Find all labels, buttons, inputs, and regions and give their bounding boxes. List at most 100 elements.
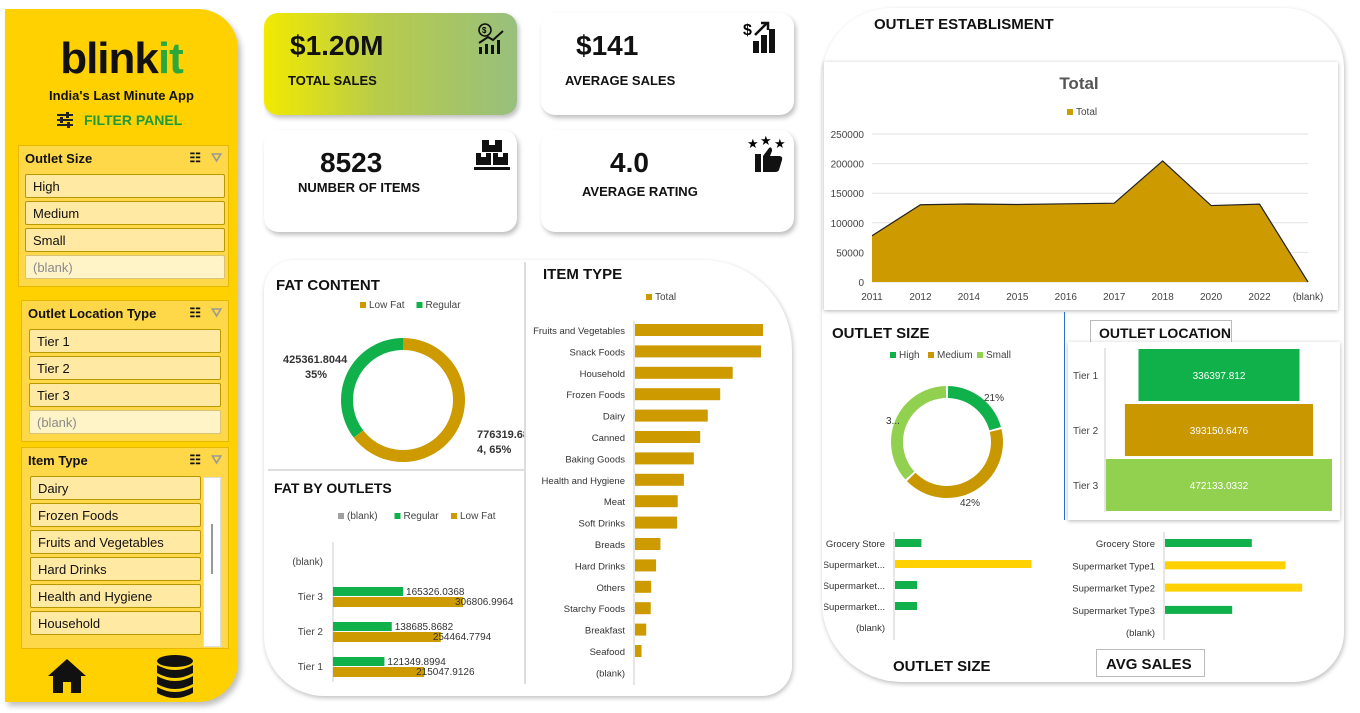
slicer-title: Item Type [28, 452, 88, 468]
category-label: Others [596, 583, 625, 594]
outlet-size-bottom-title: OUTLET SIZE [893, 658, 991, 675]
data-label: 138685.8682 [395, 622, 454, 633]
multi-select-icon[interactable]: ☷ [189, 305, 202, 320]
x-tick-label: 2015 [1006, 292, 1029, 303]
multi-select-icon[interactable]: ☷ [189, 150, 202, 165]
category-label: Breads [595, 540, 625, 551]
data-label: 776319.688 [477, 429, 524, 441]
kpi-value: 4.0 [610, 147, 649, 178]
legend-label: Medium [937, 350, 973, 361]
slicer-item-fruits-veg[interactable]: Fruits and Vegetables [30, 530, 201, 554]
slicer-item-tier-3[interactable]: Tier 3 [29, 383, 221, 407]
multi-select-icon[interactable]: ☷ [189, 452, 202, 467]
x-tick-label: 2018 [1152, 292, 1175, 303]
fat-by-outlets-chart: (blank) Regular Low Fat (blank) Tier 3 165326… [292, 511, 514, 682]
legend-label: Regular [404, 511, 440, 522]
brand-tagline: India's Last Minute App [49, 88, 194, 103]
clear-filter-icon[interactable]: ⛛ [211, 305, 222, 320]
outlet-location-title-box: OUTLET LOCATION [1090, 320, 1232, 344]
legend-label: Small [986, 350, 1011, 361]
category-label: (blank) [856, 623, 885, 634]
outlet-size-chart: High Medium Small 21% 42% 3... [886, 350, 1011, 509]
kpi-label: TOTAL SALES [288, 73, 377, 88]
data-label: 35% [305, 369, 327, 381]
slicer-item-medium[interactable]: Medium [25, 201, 225, 225]
slicer-title: Outlet Location Type [28, 305, 157, 321]
category-label: Household [580, 369, 625, 380]
outlet-establishment-title: OUTLET ESTABLISMENT [874, 16, 1054, 33]
bar-location [1138, 349, 1300, 401]
slicer-item-blank[interactable]: (blank) [25, 255, 225, 279]
legend-label: Total [1076, 107, 1097, 118]
category-label: Supermarket... [824, 560, 885, 571]
x-tick-label: 2014 [958, 292, 981, 303]
slicer-item-health[interactable]: Health and Hygiene [30, 584, 201, 608]
kpi-label: AVERAGE SALES [565, 73, 676, 88]
data-label: 336397.812 [1193, 371, 1246, 382]
legend-label: High [899, 350, 920, 361]
slicer-item-hard-drinks[interactable]: Hard Drinks [30, 557, 201, 581]
category-label: Supermarket Type1 [1072, 561, 1155, 572]
slicer-item-blank[interactable]: (blank) [29, 410, 221, 434]
panel-divider [524, 262, 526, 684]
category-label: Tier 3 [298, 592, 324, 603]
legend-label: Low Fat [460, 511, 496, 522]
item-type-chart: Total Fruits and Vegetables Snack Foods Hou… [533, 292, 763, 685]
bar-location [1124, 404, 1314, 456]
database-icon[interactable] [155, 655, 195, 699]
bar-regular [333, 587, 404, 596]
category-label: Meat [604, 497, 625, 508]
area-outline [871, 160, 1309, 283]
slicer-item-tier-1[interactable]: Tier 1 [29, 329, 221, 353]
legend-label: Total [655, 292, 676, 303]
outlet-type-size-chart: Grocery Store Supermarket... Supermarket..… [824, 532, 1032, 640]
x-tick-label: 2016 [1055, 292, 1078, 303]
data-label: 425361.8044 [283, 354, 348, 366]
slicer-item-high[interactable]: High [25, 174, 225, 198]
category-label: Baking Goods [565, 454, 625, 465]
bar-outlet-type [1165, 539, 1252, 547]
home-icon[interactable] [45, 656, 89, 696]
bar-low-fat [333, 667, 425, 677]
bar-outlet-type [895, 602, 917, 610]
y-tick-label: 250000 [831, 130, 865, 141]
y-tick-label: 100000 [831, 219, 865, 230]
bar-outlet-type [1165, 605, 1233, 614]
svg-text:★: ★ [760, 136, 772, 148]
legend-swatch [890, 352, 896, 358]
legend-label: Low Fat [369, 300, 405, 311]
clear-filter-icon[interactable]: ⛛ [211, 452, 222, 467]
data-label: 21% [984, 393, 1004, 404]
bar-item-type [635, 452, 694, 465]
bar-outlet-type [1165, 583, 1303, 592]
outlet-size-title: OUTLET SIZE [832, 325, 930, 342]
svg-text:$: $ [482, 26, 487, 35]
slicer-scrollbar[interactable] [203, 477, 221, 647]
bar-item-type [635, 324, 763, 336]
category-label: (blank) [1126, 628, 1155, 639]
legend-swatch [646, 294, 652, 300]
thumbs-up-stars-icon: ★ ★ ★ [747, 136, 786, 172]
legend-swatch [928, 352, 934, 358]
bar-regular [333, 657, 385, 666]
slicer-item-household[interactable]: Household [30, 611, 201, 635]
slicer-item-tier-2[interactable]: Tier 2 [29, 356, 221, 380]
item-type-title: ITEM TYPE [543, 266, 623, 283]
slicer-item-frozen-foods[interactable]: Frozen Foods [30, 503, 201, 527]
category-label: Supermarket Type3 [1072, 606, 1155, 617]
clear-filter-icon[interactable]: ⛛ [211, 150, 222, 165]
bar-outlet-type [895, 539, 922, 547]
slicer-title: Outlet Size [25, 150, 93, 166]
data-label: 215047.9126 [416, 667, 475, 678]
category-label: Frozen Foods [566, 390, 625, 401]
category-label: Seafood [590, 647, 625, 658]
bar-outlet-type [1165, 561, 1286, 570]
bar-item-type [635, 559, 657, 572]
category-label: (blank) [292, 557, 323, 568]
bar-item-type [635, 623, 647, 636]
category-label: Tier 2 [1073, 426, 1099, 437]
fat-by-outlets-title: FAT BY OUTLETS [274, 480, 392, 496]
pie-slice-medium [906, 429, 1003, 498]
slicer-item-small[interactable]: Small [25, 228, 225, 252]
slicer-item-dairy[interactable]: Dairy [30, 476, 201, 500]
